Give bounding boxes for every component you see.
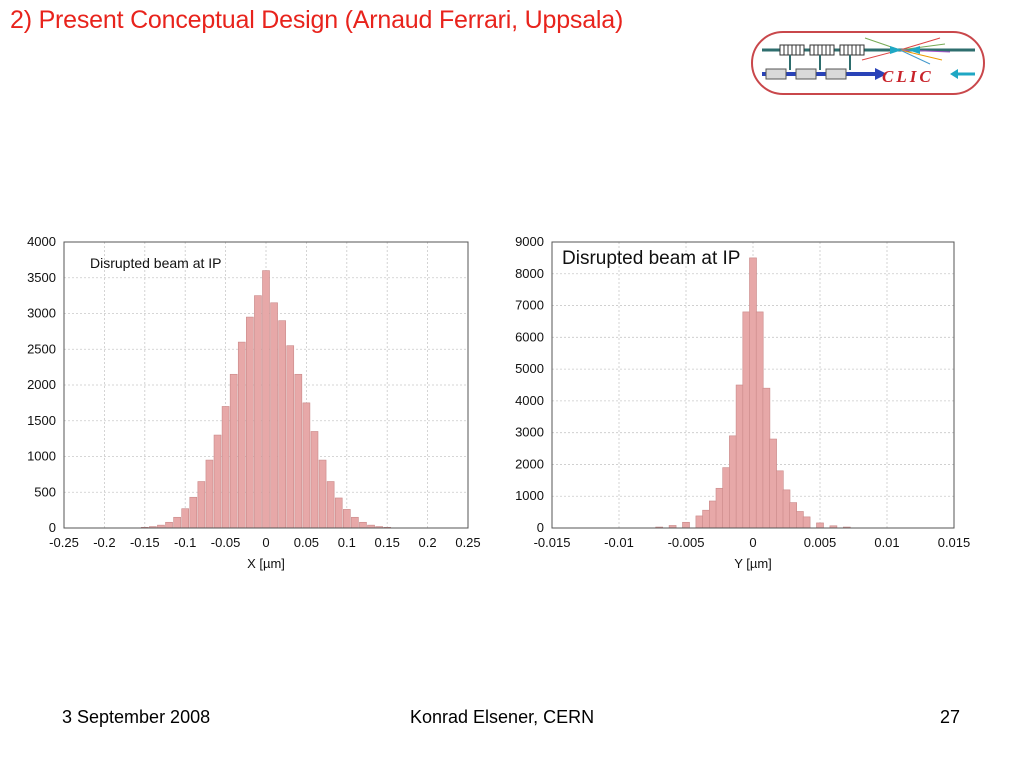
histogram-bar bbox=[359, 521, 367, 529]
x-tick-label: 0.25 bbox=[455, 535, 480, 550]
histogram-bar bbox=[351, 516, 359, 529]
histogram-bar bbox=[229, 373, 238, 529]
y-tick-label: 1500 bbox=[27, 413, 56, 428]
histogram-bar bbox=[762, 387, 771, 529]
x-tick-label: 0.005 bbox=[804, 535, 837, 550]
histogram-bar bbox=[318, 459, 327, 529]
histogram-bar bbox=[254, 295, 262, 529]
histogram-bar bbox=[722, 467, 730, 529]
x-tick-label: 0.2 bbox=[419, 535, 437, 550]
histogram-bar bbox=[802, 516, 811, 529]
histogram-bar bbox=[286, 345, 295, 529]
y-tick-label: 2000 bbox=[27, 377, 56, 392]
y-tick-label: 3500 bbox=[27, 270, 56, 285]
y-tick-label: 1000 bbox=[515, 488, 544, 503]
x-tick-label: 0.01 bbox=[874, 535, 899, 550]
clic-logo: CLIC bbox=[750, 30, 986, 96]
histogram-bar bbox=[755, 311, 764, 529]
histogram-bar bbox=[342, 509, 351, 529]
histogram-bar bbox=[302, 402, 311, 529]
plot-frame bbox=[63, 241, 469, 529]
footer-date: 3 September 2008 bbox=[62, 707, 211, 727]
footer-author: Konrad Elsener, CERN bbox=[410, 707, 595, 727]
y-tick-label: 4000 bbox=[515, 393, 544, 408]
histogram-bar bbox=[197, 481, 206, 529]
y-histogram-chart: -0.015 -0.01 -0.005 0 0.005 0.01 0.015 0 1000 200… bbox=[500, 228, 1000, 578]
histogram-bar bbox=[294, 373, 303, 529]
histogram-bar bbox=[310, 431, 319, 529]
histogram-bar bbox=[213, 434, 222, 529]
histogram-bar bbox=[789, 502, 798, 529]
histogram-bar bbox=[709, 500, 717, 529]
logo-text: CLIC bbox=[882, 67, 934, 86]
x-tick-label: -0.25 bbox=[49, 535, 79, 550]
histogram-bar bbox=[695, 515, 704, 529]
x-tick-label: -0.1 bbox=[174, 535, 196, 550]
x-tick-label: 0.015 bbox=[938, 535, 971, 550]
histogram-bar bbox=[189, 496, 198, 529]
histogram-bar bbox=[796, 511, 804, 529]
x-tick-label: 0.05 bbox=[294, 535, 319, 550]
y-tick-label: 0 bbox=[49, 520, 56, 535]
histogram-bar bbox=[334, 497, 343, 529]
x-tick-label: -0.2 bbox=[93, 535, 115, 550]
plot-frame bbox=[551, 241, 955, 529]
histogram-bar bbox=[816, 522, 824, 529]
histogram-bar bbox=[173, 516, 181, 529]
x-tick-label: -0.005 bbox=[668, 535, 705, 550]
histogram-bar bbox=[702, 509, 710, 529]
histogram-bar bbox=[682, 521, 690, 529]
y-tick-label: 2500 bbox=[27, 341, 56, 356]
y-tick-label: 1000 bbox=[27, 449, 56, 464]
x-tick-label: -0.15 bbox=[130, 535, 160, 550]
x-tick-label: 0 bbox=[749, 535, 756, 550]
x-histogram-chart: -0.25 -0.2 -0.15 -0.1 -0.05 0 0.05 0.1 0.15 0.2 0.… bbox=[0, 228, 500, 578]
x-axis-label: X [µm] bbox=[247, 556, 285, 571]
histogram-bar bbox=[715, 487, 724, 529]
y-tick-label: 500 bbox=[34, 484, 56, 499]
histogram-bar bbox=[165, 521, 173, 529]
histogram-bar bbox=[326, 481, 335, 529]
y-tick-label: 3000 bbox=[27, 306, 56, 321]
x-tick-label: -0.05 bbox=[211, 535, 241, 550]
histogram-bar bbox=[221, 406, 230, 529]
y-tick-label: 5000 bbox=[515, 361, 544, 376]
slide-title: 2) Present Conceptual Design (Arnaud Fer… bbox=[10, 6, 624, 34]
histogram-bar bbox=[769, 438, 777, 529]
histogram-bar bbox=[735, 384, 744, 529]
y-tick-label: 3000 bbox=[515, 425, 544, 440]
y-tick-label: 8000 bbox=[515, 266, 544, 281]
y-tick-label: 2000 bbox=[515, 456, 544, 471]
histogram-bar bbox=[237, 341, 246, 529]
chart-title: Disrupted beam at IP bbox=[562, 248, 740, 269]
histogram-bar bbox=[278, 320, 286, 529]
y-tick-label: 9000 bbox=[515, 234, 544, 249]
y-tick-label: 7000 bbox=[515, 298, 544, 313]
histogram-bar bbox=[246, 316, 254, 529]
histogram-bar bbox=[749, 257, 757, 529]
y-tick-label: 4000 bbox=[27, 234, 56, 249]
x-axis-label: Y [µm] bbox=[734, 556, 772, 571]
histogram-bar bbox=[775, 470, 784, 529]
x-tick-label: 0.15 bbox=[375, 535, 400, 550]
x-tick-label: 0.1 bbox=[338, 535, 356, 550]
chart-title: Disrupted beam at IP bbox=[90, 255, 222, 271]
histogram-bar bbox=[742, 311, 751, 529]
histogram-bar bbox=[782, 489, 791, 529]
y-tick-label: 6000 bbox=[515, 329, 544, 344]
histogram-bar bbox=[181, 508, 189, 529]
x-tick-label: -0.015 bbox=[534, 535, 571, 550]
histogram-bar bbox=[270, 302, 278, 529]
y-tick-label: 0 bbox=[537, 520, 544, 535]
footer-page-number: 27 bbox=[940, 707, 961, 727]
histogram-bar bbox=[205, 459, 214, 529]
histogram-bar bbox=[729, 435, 737, 529]
x-tick-label: -0.01 bbox=[604, 535, 634, 550]
histogram-bar bbox=[262, 270, 270, 529]
x-tick-label: 0 bbox=[262, 535, 269, 550]
